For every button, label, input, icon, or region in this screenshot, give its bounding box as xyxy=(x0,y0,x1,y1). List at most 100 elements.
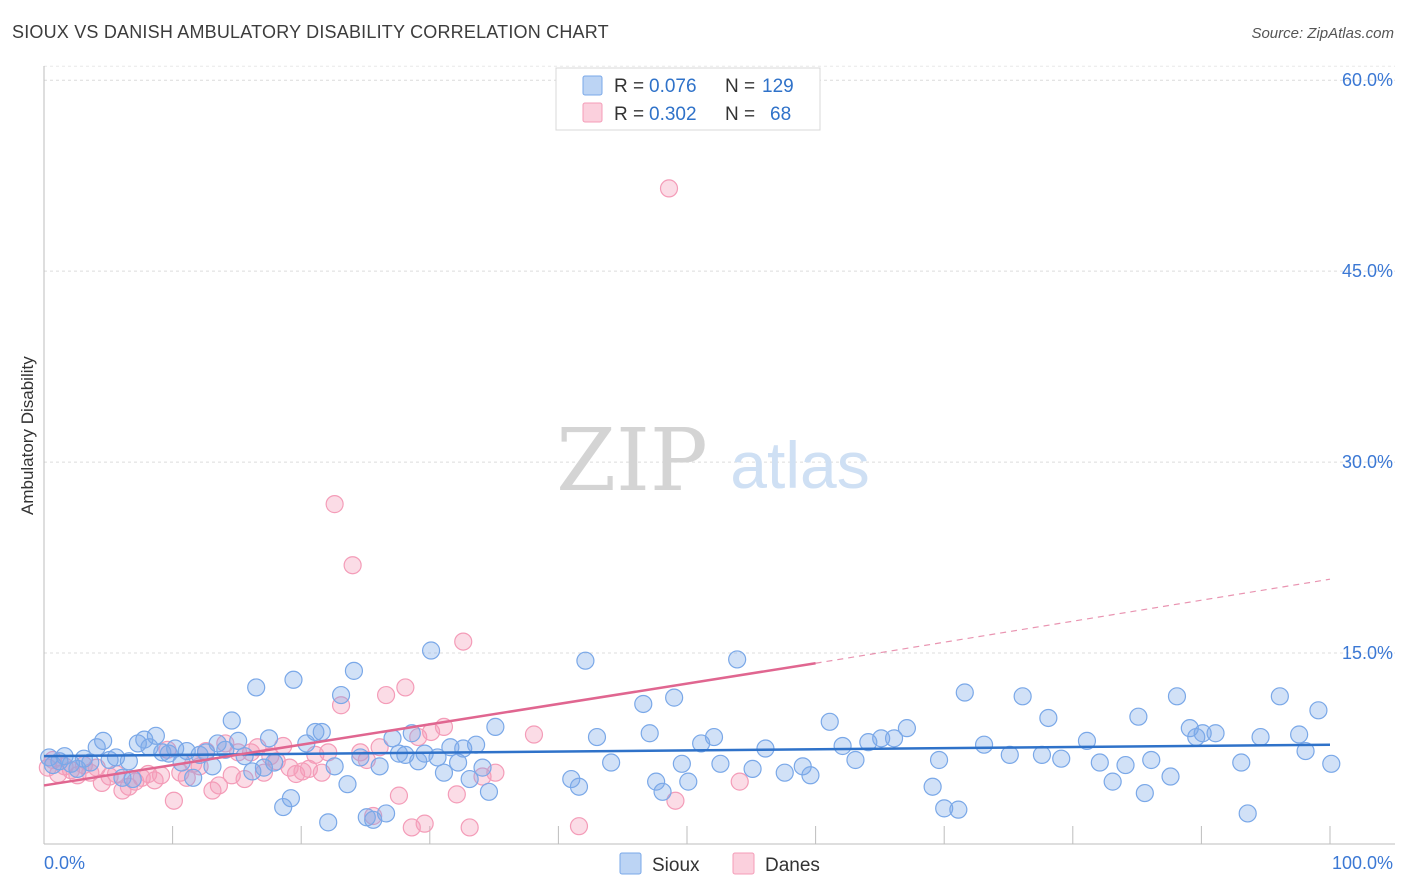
y-tick-label-30: 30.0% xyxy=(1342,452,1393,472)
sioux-point-101 xyxy=(935,799,954,818)
danes-point-20 xyxy=(164,791,183,810)
sioux-point-93 xyxy=(833,736,852,756)
sioux-point-78 xyxy=(647,772,666,791)
danes-point-62 xyxy=(460,818,479,837)
sioux-point-108 xyxy=(1039,708,1058,728)
danes-trend-line xyxy=(43,661,816,787)
sioux-point-73 xyxy=(576,651,595,670)
sioux-point-18 xyxy=(146,726,165,745)
sioux-point-129 xyxy=(1309,701,1328,720)
sioux-trend-line xyxy=(43,743,1331,758)
sioux-point-71 xyxy=(562,769,581,789)
tick-labels: 15.0% 30.0% 45.0% 60.0% 0.0% 100.0% xyxy=(44,70,1393,873)
source-label: Source: ZipAtlas.com xyxy=(1251,25,1394,42)
sioux-point-7 xyxy=(81,753,100,772)
legend-label-sioux: Sioux xyxy=(652,855,700,876)
sioux-point-97 xyxy=(884,729,904,748)
sioux-point-86 xyxy=(728,650,747,669)
sioux-point-24 xyxy=(184,768,203,787)
sioux-point-9 xyxy=(94,731,113,750)
sioux-point-121 xyxy=(1193,724,1212,743)
sioux-point-130 xyxy=(1322,754,1341,773)
sioux-point-98 xyxy=(897,719,917,738)
danes-point-65 xyxy=(524,725,544,744)
trend-lines xyxy=(43,578,1331,787)
danes-point-51 xyxy=(370,738,389,757)
sioux-point-92 xyxy=(820,712,839,731)
sioux-point-94 xyxy=(846,750,865,770)
sioux-points xyxy=(40,641,1341,832)
danes-point-52 xyxy=(376,685,396,705)
sioux-point-62 xyxy=(434,763,454,782)
y-tick-label-45: 45.0% xyxy=(1342,261,1393,281)
sioux-point-116 xyxy=(1142,750,1161,770)
legend: Sioux Danes xyxy=(619,852,820,876)
sioux-point-79 xyxy=(653,782,672,801)
danes-point-53 xyxy=(389,786,409,805)
sioux-point-43 xyxy=(312,722,331,742)
axes xyxy=(43,66,1395,845)
sioux-point-66 xyxy=(460,769,479,789)
sioux-point-60 xyxy=(421,641,441,660)
stats-n-label-danes: N = xyxy=(725,104,755,125)
sioux-point-69 xyxy=(479,782,499,801)
sioux-point-64 xyxy=(448,753,468,772)
sioux-point-49 xyxy=(351,748,370,767)
danes-point-31 xyxy=(235,769,254,789)
sioux-point-104 xyxy=(974,735,994,754)
danes-point-47 xyxy=(343,556,362,575)
sioux-point-125 xyxy=(1251,727,1270,747)
danes-point-57 xyxy=(415,814,434,833)
sioux-point-117 xyxy=(1161,767,1180,786)
sioux-point-118 xyxy=(1167,687,1187,706)
sioux-point-107 xyxy=(1032,745,1052,764)
danes-point-69 xyxy=(730,772,749,791)
sioux-point-13 xyxy=(119,752,138,771)
stats-box: R = 0.076 N = 129 R = 0.302 N = 68 xyxy=(555,67,821,131)
sioux-point-76 xyxy=(634,694,653,714)
sioux-point-96 xyxy=(872,729,891,748)
danes-trend-extension xyxy=(815,578,1331,664)
sioux-point-100 xyxy=(929,750,949,770)
sioux-point-113 xyxy=(1116,755,1135,775)
stats-swatch-danes xyxy=(582,102,603,123)
legend-swatch-sioux xyxy=(619,852,642,875)
sioux-point-109 xyxy=(1052,749,1071,768)
sioux-point-67 xyxy=(466,735,486,754)
danes-point-67 xyxy=(659,179,679,198)
stats-r-label-danes: R = xyxy=(614,104,644,125)
sioux-point-84 xyxy=(704,727,724,747)
sioux-point-36 xyxy=(259,729,279,748)
sioux-point-115 xyxy=(1135,783,1154,803)
sioux-point-39 xyxy=(281,789,301,808)
gridlines xyxy=(44,65,1395,654)
sioux-point-123 xyxy=(1232,753,1251,772)
sioux-point-111 xyxy=(1090,753,1109,772)
sioux-point-80 xyxy=(665,688,684,707)
stats-swatch-sioux xyxy=(582,75,603,96)
sioux-point-89 xyxy=(775,763,794,782)
sioux-point-35 xyxy=(254,758,274,777)
chart-title: SIOUX VS DANISH AMBULATORY DISABILITY CO… xyxy=(12,22,609,42)
sioux-point-99 xyxy=(923,777,942,796)
sioux-point-75 xyxy=(602,753,621,772)
sioux-point-126 xyxy=(1270,687,1289,706)
sioux-point-74 xyxy=(587,727,607,747)
sioux-point-77 xyxy=(640,724,659,743)
sioux-point-114 xyxy=(1129,707,1148,726)
sioux-point-110 xyxy=(1077,731,1097,750)
danes-point-68 xyxy=(666,791,685,810)
stats-n-value-sioux: 129 xyxy=(762,76,794,97)
stats-n-label-sioux: N = xyxy=(725,76,755,97)
sioux-point-46 xyxy=(331,685,351,705)
danes-point-60 xyxy=(447,785,466,804)
sioux-point-102 xyxy=(949,800,968,819)
sioux-point-82 xyxy=(679,772,698,791)
sioux-point-34 xyxy=(247,678,266,697)
danes-point-54 xyxy=(396,678,415,697)
sioux-point-122 xyxy=(1206,724,1225,743)
sioux-point-53 xyxy=(376,804,396,823)
sioux-point-30 xyxy=(222,711,241,730)
sioux-point-128 xyxy=(1296,741,1315,761)
